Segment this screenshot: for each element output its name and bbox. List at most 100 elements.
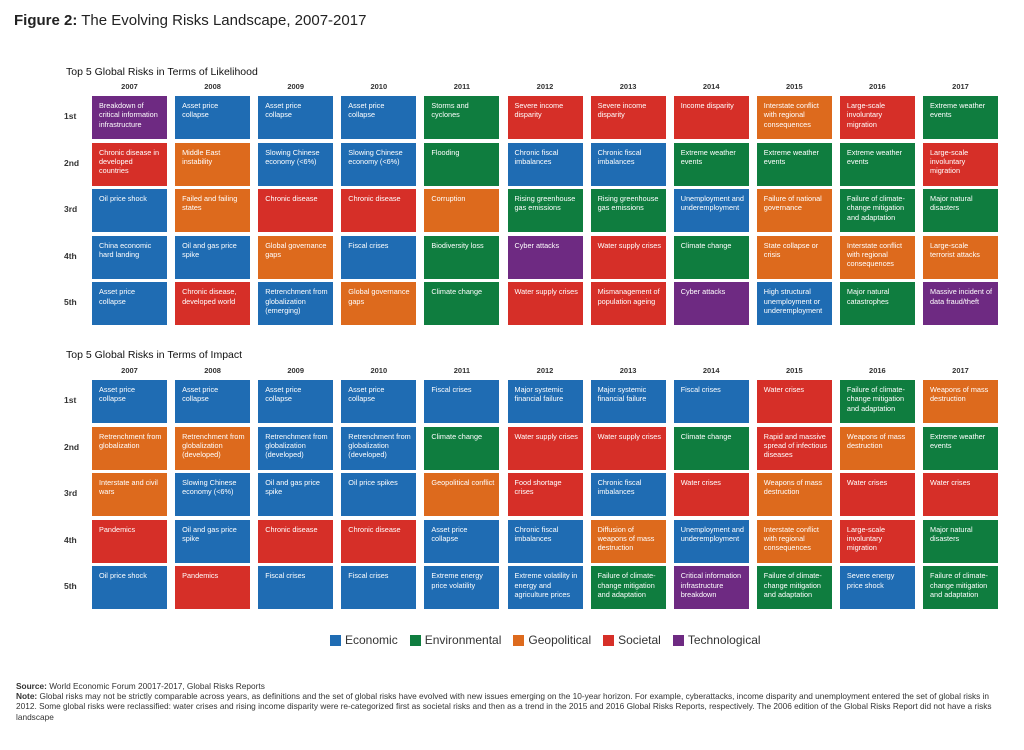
legend-item: Economic	[330, 633, 398, 647]
risk-cell: Interstate conflict with regional conseq…	[756, 96, 832, 139]
risk-cell: Slowing Chinese economy (<6%)	[341, 142, 417, 186]
legend-item: Societal	[603, 633, 661, 647]
impact-section-title: Top 5 Global Risks in Terms of Impact	[66, 349, 243, 361]
year-header: 2007	[121, 366, 138, 375]
risk-cell: Geopolitical conflict	[424, 473, 500, 517]
year-header: 2011	[453, 82, 471, 91]
year-header: 2009	[287, 366, 305, 375]
year-header: 2012	[536, 82, 554, 91]
risk-cell: Chronic disease	[341, 189, 417, 233]
risk-cell: Pandemics	[175, 566, 251, 610]
risk-cell: Asset price collapse	[424, 519, 500, 563]
risk-cell: Extreme weather events	[673, 142, 749, 186]
risk-cell: Global governance gaps	[341, 282, 417, 326]
risk-cell: Water crises	[923, 473, 998, 517]
risk-cell: Chronic fiscal imbalances	[507, 519, 583, 563]
risk-cell: Failure of climate-change mitigation and…	[590, 566, 666, 610]
risk-cell: Retrenchment from globalization (develop…	[258, 426, 334, 470]
source-text: World Economic Forum 20017-2017, Global …	[46, 681, 265, 691]
legend-swatch	[513, 634, 525, 646]
year-header: 2010	[370, 82, 388, 91]
risk-cell: Failure of climate-change mitigation and…	[923, 566, 998, 610]
year-header: 2010	[370, 366, 388, 375]
legend-item: Environmental	[409, 633, 501, 647]
legend-label: Societal	[618, 633, 661, 647]
risk-cell: Income disparity	[673, 96, 749, 139]
risk-cell: Interstate conflict with regional conseq…	[839, 235, 915, 279]
year-header: 2009	[287, 82, 305, 91]
risk-cell: Oil and gas price spike	[175, 235, 251, 279]
risk-cell: Chronic disease	[341, 519, 417, 563]
risk-cell: State collapse or crisis	[756, 235, 832, 279]
figure-title: Figure 2: The Evolving Risks Landscape, …	[14, 12, 366, 29]
year-header: 2015	[785, 82, 803, 91]
risk-cell: Water supply crises	[590, 426, 666, 470]
legend-item: Geopolitical	[513, 633, 591, 647]
risk-cell: Large-scale involuntary migration	[839, 96, 915, 139]
risk-cell: Cyber attacks	[673, 282, 749, 326]
risk-cell: Oil price shock	[92, 189, 167, 233]
risk-cell: China economic hard landing	[92, 235, 167, 279]
risk-cell: Asset price collapse	[92, 282, 167, 326]
legend-item: Technological	[672, 633, 761, 647]
risk-cell: Fiscal crises	[341, 566, 417, 610]
risk-cell: Weapons of mass destruction	[923, 380, 998, 423]
risk-cell: Water crises	[756, 380, 832, 423]
year-header: 2008	[204, 82, 221, 91]
risk-cell: Oil price spikes	[341, 473, 417, 517]
risk-cell: Retrenchment from globalization (emergin…	[258, 282, 334, 326]
year-header: 2015	[785, 366, 803, 375]
risk-cell: Storms and cyclones	[424, 96, 500, 139]
risk-cell: Slowing Chinese economy (<6%)	[175, 473, 251, 517]
risk-cell: Mismanagement of population ageing	[590, 282, 666, 326]
rank-label: 4th	[64, 250, 77, 261]
risk-cell: Breakdown of critical information infras…	[92, 96, 167, 139]
risk-cell: Asset price collapse	[175, 96, 251, 139]
legend-label: Economic	[345, 633, 398, 647]
rank-label: 1st	[64, 111, 77, 121]
risk-cell: Extreme energy price volatility	[424, 566, 500, 610]
rank-label: 2nd	[64, 441, 80, 452]
footnote: Note: Global risks may not be strictly c…	[16, 691, 1008, 722]
risk-cell: Extreme weather events	[839, 142, 915, 186]
risk-cell: Unemployment and underemployment	[673, 189, 749, 233]
risk-cell: Extreme weather events	[923, 426, 998, 470]
risk-cell: Failure of climate-change mitigation and…	[756, 566, 832, 610]
note-label: Note:	[16, 691, 38, 701]
risk-cell: Water crises	[839, 473, 915, 517]
risk-cell: Major natural disasters	[923, 189, 998, 233]
risk-cell: High structural unemployment or underemp…	[756, 282, 832, 326]
source-note: Source: World Economic Forum 20017-2017,…	[16, 681, 265, 691]
risk-cell: Failure of climate-change mitigation and…	[839, 380, 915, 423]
risk-cell: Rising greenhouse gas emissions	[590, 189, 666, 233]
rank-label: 1st	[64, 395, 77, 405]
risk-cell: Climate change	[424, 282, 500, 326]
risk-cell: Rising greenhouse gas emissions	[507, 189, 583, 233]
risk-cell: Chronic fiscal imbalances	[590, 473, 666, 517]
year-header: 2017	[952, 82, 969, 91]
rank-label: 5th	[64, 297, 77, 308]
risk-cell: Interstate and civil wars	[92, 473, 167, 517]
year-header: 2016	[869, 82, 886, 91]
year-header: 2014	[702, 82, 720, 91]
year-header: 2013	[619, 82, 637, 91]
risk-cell: Oil and gas price spike	[175, 519, 251, 563]
year-header: 2011	[453, 366, 471, 375]
risk-cell: Global governance gaps	[258, 235, 334, 279]
legend-swatch	[409, 634, 421, 646]
risk-cell: Extreme weather events	[756, 142, 832, 186]
risk-cell: Water crises	[673, 473, 749, 517]
risk-cell: Retrenchment from globalization (develop…	[341, 426, 417, 470]
risk-cell: Weapons of mass destruction	[756, 473, 832, 517]
risk-cell: Major systemic financial failure	[590, 380, 666, 423]
year-header: 2007	[121, 82, 138, 91]
risk-cell: Fiscal crises	[424, 380, 500, 423]
risk-cell: Major natural disasters	[923, 519, 998, 563]
legend-label: Technological	[687, 633, 761, 647]
risk-cell: Asset price collapse	[258, 96, 334, 139]
legend-swatch	[603, 634, 615, 646]
legend-swatch	[330, 634, 341, 646]
likelihood-section-title: Top 5 Global Risks in Terms of Likelihoo…	[66, 66, 258, 78]
risk-cell: Slowing Chinese economy (<6%)	[258, 142, 334, 186]
risk-cell: Fiscal crises	[673, 380, 749, 423]
